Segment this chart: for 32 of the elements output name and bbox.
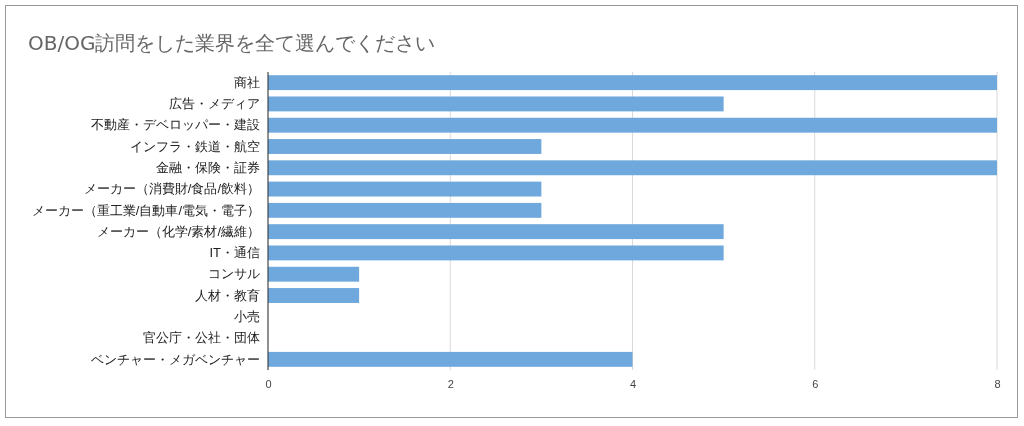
y-tick-label: 小売 (234, 308, 260, 324)
y-tick-label: 広告・メディア (169, 96, 260, 112)
bar (268, 160, 997, 176)
bar (268, 351, 633, 367)
y-tick-label: 人材・教育 (195, 287, 260, 303)
y-tick-label: ベンチャー・メガベンチャー (91, 351, 260, 367)
y-tick-label: 不動産・デベロッパー・建設 (91, 117, 260, 133)
y-tick-label: 官公庁・公社・団体 (143, 330, 260, 346)
x-tick-label: 0 (265, 377, 272, 390)
bar (268, 288, 360, 303)
bar (268, 96, 724, 112)
bar (268, 117, 997, 133)
y-tick-label: インフラ・鉄道・航空 (130, 138, 260, 154)
x-tick-label: 6 (812, 377, 819, 390)
y-tick-label: 金融・保険・証券 (156, 159, 260, 175)
bar (268, 139, 542, 154)
y-tick-label: メーカー（重工業/自動車/電気・電子） (31, 202, 260, 218)
y-tick-label: メーカー（消費財/食品/飲料） (83, 181, 260, 197)
bar (268, 202, 542, 218)
x-tick-label: 2 (447, 377, 454, 390)
y-tick-label: コンサル (208, 266, 260, 282)
bar (268, 181, 542, 197)
y-tick-label: 商社 (234, 74, 260, 90)
bar (268, 75, 997, 91)
y-tick-label: IT・通信 (209, 245, 260, 261)
bar (268, 224, 724, 240)
y-tick-label: メーカー（化学/素材/繊維） (96, 223, 260, 239)
x-tick-label: 8 (994, 377, 1001, 390)
x-tick-label: 4 (629, 377, 637, 390)
bar (268, 266, 360, 282)
chart-title: OB/OG訪問をした業界を全て選んでください (28, 31, 436, 55)
bar (268, 245, 724, 261)
